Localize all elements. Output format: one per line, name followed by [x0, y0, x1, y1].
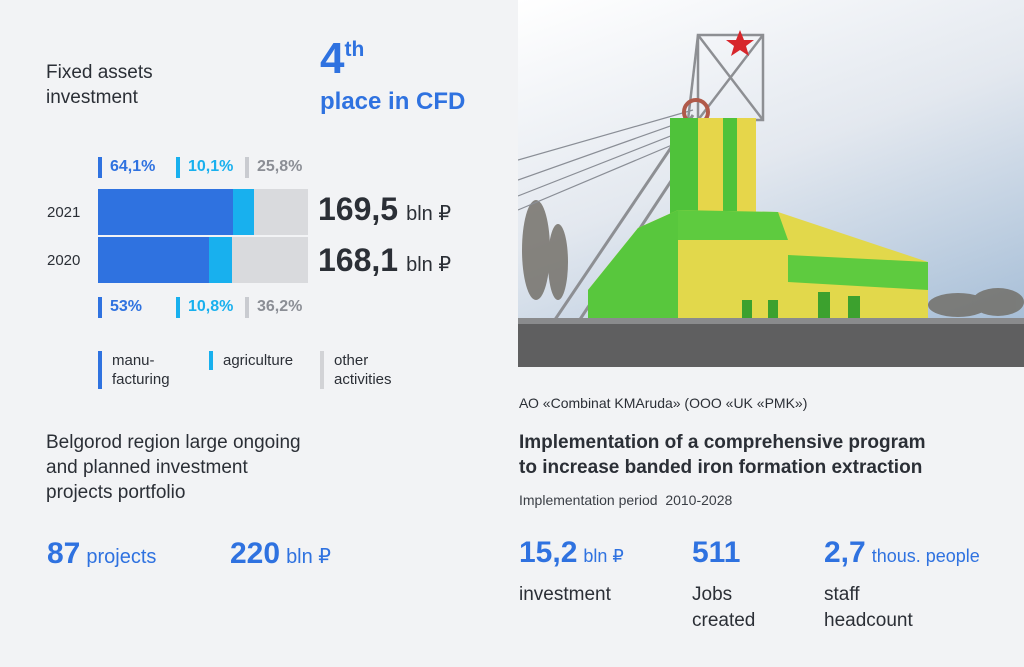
bar-2021-agriculture-segment	[232, 189, 254, 235]
investment-caption: investment	[519, 584, 611, 605]
pct-2020-other: 36,2%	[245, 297, 302, 318]
jobs-caption: Jobs created	[692, 584, 756, 631]
headcount-value: 2,7	[824, 536, 866, 569]
implementation-period: Implementation period 2010-2028	[519, 492, 732, 508]
pct-2020-agriculture: 10,8%	[176, 297, 233, 318]
bar-2021-other-segment	[253, 189, 308, 235]
investment-unit: bln ₽	[583, 546, 624, 566]
portfolio-amount: 220	[230, 537, 281, 570]
bar-2020-manufacturing-segment	[98, 237, 210, 283]
total-2020-value: 168,1	[318, 242, 399, 278]
investment-value: 15,2	[519, 536, 578, 569]
portfolio-title: Belgorod region large ongoing and planne…	[46, 432, 301, 503]
legend-agriculture: agriculture	[209, 351, 293, 370]
projects-count: 87	[47, 537, 81, 570]
headcount-caption: staff headcount	[824, 584, 913, 631]
total-2021: 169,5 bln ₽	[318, 191, 451, 228]
stat-headcount: 2,7 thous. people	[824, 536, 980, 570]
total-2020: 168,1 bln ₽	[318, 242, 451, 279]
headcount-unit: thous. people	[871, 546, 980, 566]
program-title: Implementation of a comprehensive progra…	[519, 432, 926, 478]
projects-unit: projects	[86, 546, 157, 568]
legend-manufacturing: manu- facturing	[98, 351, 170, 389]
pct-2020-manufacturing: 53%	[98, 297, 142, 318]
portfolio-amount-unit: bln ₽	[286, 546, 332, 568]
company-name: АО «Combinat KMAruda» (ООО «UK «PMK»)	[519, 395, 808, 411]
year-label-2020: 2020	[47, 252, 81, 269]
rank-number: 4	[320, 34, 345, 83]
period-value: 2010-2028	[665, 492, 733, 508]
rank-suffix: th	[344, 38, 365, 61]
pct-2021-manufacturing: 64,1%	[98, 157, 155, 178]
total-2021-value: 169,5	[318, 191, 399, 227]
bar-2020-other-segment	[231, 237, 308, 283]
fixed-assets-title: Fixed assets investment	[46, 62, 153, 108]
portfolio-projects-stat: 87 projects	[47, 537, 156, 571]
total-2021-unit: bln ₽	[406, 203, 452, 225]
period-label: Implementation period	[519, 492, 658, 508]
rank-badge: 4th	[320, 34, 364, 84]
bar-2021-manufacturing-segment	[98, 189, 233, 235]
stat-jobs: 511	[692, 536, 740, 570]
bar-2021	[98, 189, 308, 235]
rank-label: place in CFD	[320, 88, 466, 115]
portfolio-amount-stat: 220 bln ₽	[230, 537, 331, 571]
total-2020-unit: bln ₽	[406, 254, 452, 276]
mine-headframe-photo	[518, 0, 1024, 367]
mine-headframe-illustration	[518, 30, 1024, 367]
bar-2020-agriculture-segment	[209, 237, 232, 283]
pct-2021-other: 25,8%	[245, 157, 302, 178]
pct-2021-agriculture: 10,1%	[176, 157, 233, 178]
bar-2020	[98, 237, 308, 283]
stat-investment: 15,2 bln ₽	[519, 536, 624, 570]
year-label-2021: 2021	[47, 204, 81, 221]
jobs-value: 511	[692, 536, 741, 569]
legend-other-activities: other activities	[320, 351, 392, 389]
